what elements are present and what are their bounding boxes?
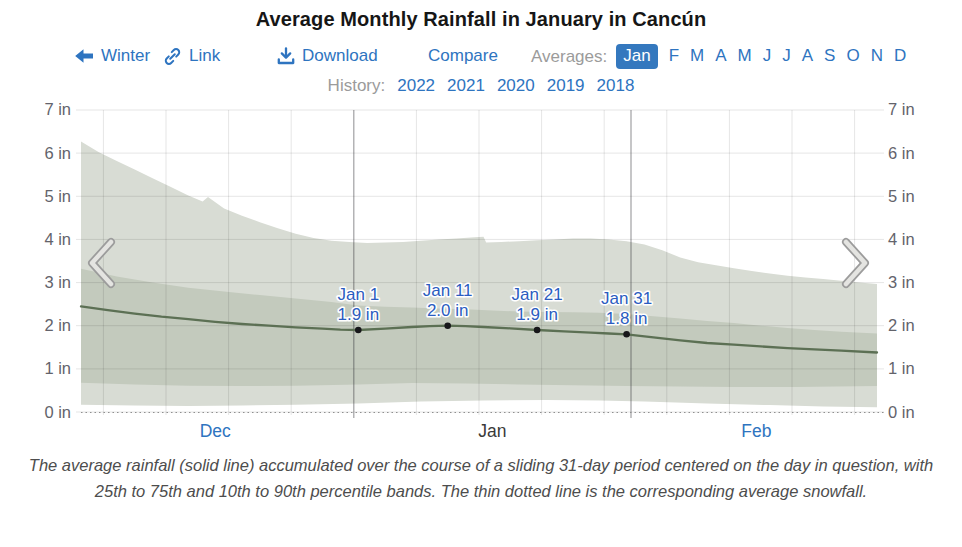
download-button-label: Download xyxy=(302,46,378,66)
month-selector: JanFMAMJJASOND xyxy=(607,44,906,69)
data-point-dot xyxy=(534,327,541,334)
y-axis-label-left: 1 in xyxy=(44,359,71,377)
link-icon xyxy=(163,47,182,66)
month-option-1[interactable]: F xyxy=(669,46,679,66)
scroll-right-button[interactable] xyxy=(846,242,865,284)
month-selected-jan[interactable]: Jan xyxy=(616,44,657,69)
y-axis-label-right: 7 in xyxy=(888,100,915,118)
data-point-dot xyxy=(444,322,451,329)
data-point-date-label: Jan 11 xyxy=(423,281,473,300)
month-option-11[interactable]: D xyxy=(894,46,906,66)
page-title: Average Monthly Rainfall in January in C… xyxy=(0,8,962,31)
history-year-2018[interactable]: 2018 xyxy=(597,76,635,96)
data-point-value-label: 1.9 in xyxy=(516,305,558,324)
month-option-3[interactable]: A xyxy=(715,46,726,66)
data-point-dot xyxy=(623,331,630,338)
y-axis-label-left: 0 in xyxy=(44,403,71,421)
compare-button-label: Compare xyxy=(428,46,498,66)
x-axis-month-dec[interactable]: Dec xyxy=(200,421,231,441)
y-axis-label-right: 4 in xyxy=(888,230,915,248)
x-axis-month-jan: Jan xyxy=(478,421,506,441)
x-axis-month-feb[interactable]: Feb xyxy=(741,421,771,441)
y-axis-label-left: 2 in xyxy=(44,316,71,334)
month-option-5[interactable]: J xyxy=(763,46,772,66)
history-year-2020[interactable]: 2020 xyxy=(497,76,535,96)
data-point-date-label: Jan 1 xyxy=(338,285,380,304)
history-label: History: xyxy=(328,76,386,95)
y-axis-label-right: 2 in xyxy=(888,316,915,334)
history-year-2021[interactable]: 2021 xyxy=(447,76,485,96)
data-point-dot xyxy=(355,327,362,334)
y-axis-label-left: 4 in xyxy=(44,230,71,248)
averages-selector: Averages: JanFMAMJJASOND xyxy=(531,44,906,69)
y-axis-label-left: 3 in xyxy=(44,273,71,291)
download-button[interactable]: Download xyxy=(277,46,378,66)
month-option-7[interactable]: A xyxy=(802,46,813,66)
rainfall-chart: 0 in 0 in 1 in 1 in 2 in 2 in 3 in 3 in 4 in 4 in… xyxy=(0,96,962,448)
y-axis-label-left: 5 in xyxy=(44,187,71,205)
y-axis-label-right: 5 in xyxy=(888,187,915,205)
data-point-date-label: Jan 31 xyxy=(601,289,652,308)
y-axis-label-left: 6 in xyxy=(44,144,71,162)
y-axis-label-right: 1 in xyxy=(888,359,915,377)
link-button-label: Link xyxy=(189,46,220,66)
data-point-value-label: 2.0 in xyxy=(427,301,469,320)
y-axis-label-right: 6 in xyxy=(888,144,915,162)
history-year-2019[interactable]: 2019 xyxy=(547,76,585,96)
y-axis-label-left: 7 in xyxy=(44,100,71,118)
data-point-value-label: 1.9 in xyxy=(338,305,380,324)
back-arrow-icon xyxy=(74,48,94,64)
month-option-8[interactable]: S xyxy=(824,46,835,66)
month-option-6[interactable]: J xyxy=(782,46,791,66)
month-option-9[interactable]: O xyxy=(846,46,859,66)
chart-caption: The average rainfall (solid line) accumu… xyxy=(27,452,935,504)
y-axis-label-right: 3 in xyxy=(888,273,915,291)
month-option-10[interactable]: N xyxy=(871,46,883,66)
averages-label: Averages: xyxy=(531,47,607,67)
toolbar: Winter Link Download C xyxy=(0,44,962,70)
rainfall-chart-page: Average Monthly Rainfall in January in C… xyxy=(0,0,962,547)
caption-row: The average rainfall (solid line) accumu… xyxy=(0,452,962,504)
history-year-2022[interactable]: 2022 xyxy=(397,76,435,96)
winter-link-label: Winter xyxy=(101,46,150,66)
y-axis-label-right: 0 in xyxy=(888,403,915,421)
data-point-value-label: 1.8 in xyxy=(606,309,648,328)
compare-button[interactable]: Compare xyxy=(428,46,498,66)
month-option-2[interactable]: M xyxy=(690,46,704,66)
copy-link-button[interactable]: Link xyxy=(163,46,220,66)
history-selector: History: 2022 2021 2020 2019 2018 xyxy=(0,76,962,96)
data-point-date-label: Jan 21 xyxy=(512,285,563,304)
month-option-4[interactable]: M xyxy=(738,46,752,66)
download-icon xyxy=(277,47,295,65)
winter-back-link[interactable]: Winter xyxy=(74,46,150,66)
